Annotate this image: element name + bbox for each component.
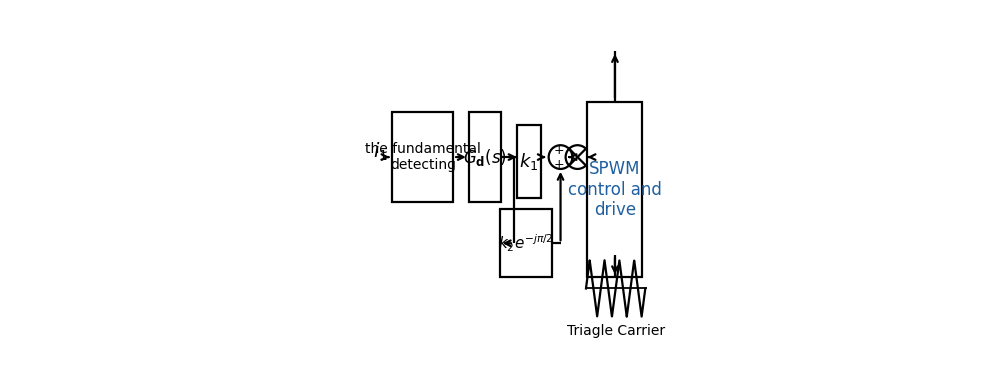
- Bar: [500, 209, 552, 277]
- Bar: [517, 124, 541, 198]
- Text: $k_1$: $k_1$: [519, 151, 538, 172]
- Bar: [469, 112, 501, 202]
- Text: $k_2e^{-j\pi/2}$: $k_2e^{-j\pi/2}$: [498, 233, 554, 254]
- Text: +: +: [553, 144, 564, 157]
- Text: SPWM
control and
drive: SPWM control and drive: [568, 160, 662, 219]
- Bar: [587, 102, 642, 277]
- Bar: [392, 112, 453, 202]
- Text: Triagle Carrier: Triagle Carrier: [567, 324, 665, 338]
- Text: $G_{\mathbf{d}}(s)$: $G_{\mathbf{d}}(s)$: [463, 146, 507, 168]
- Text: $i_1$: $i_1$: [373, 140, 388, 163]
- Text: the fundamental
detecting: the fundamental detecting: [365, 142, 481, 172]
- Text: +: +: [553, 158, 564, 171]
